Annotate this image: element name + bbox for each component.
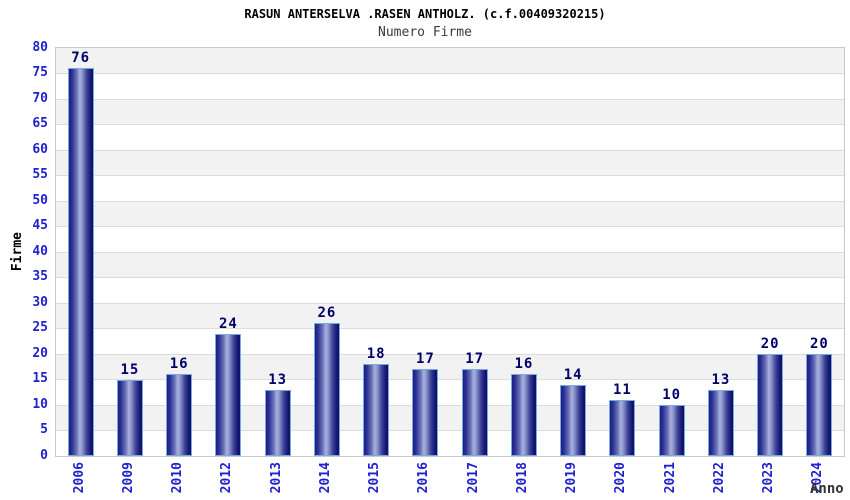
y-tick-label: 30 — [32, 294, 48, 310]
chart-title: RASUN ANTERSELVA .RASEN ANTHOLZ. (c.f.00… — [244, 7, 606, 21]
bar-2014 — [313, 323, 340, 456]
bar-2015 — [363, 364, 390, 456]
x-tick-label: 2016 — [416, 462, 432, 494]
bar-2016 — [412, 369, 439, 456]
x-tick-label: 2015 — [367, 462, 383, 494]
bar-value-label: 13 — [268, 371, 288, 388]
y-tick-label: 15 — [32, 371, 48, 386]
bar-2012 — [215, 333, 242, 456]
gridline — [56, 251, 844, 253]
x-tick-label: 2019 — [564, 462, 580, 494]
gridline — [56, 430, 844, 431]
x-tick-label: 2013 — [268, 462, 284, 494]
y-tick-label: 0 — [40, 447, 48, 463]
y-tick-label: 60 — [32, 141, 48, 157]
gridline — [56, 353, 844, 355]
bar-2010 — [166, 374, 193, 456]
gridline — [56, 226, 844, 227]
bar-value-label: 10 — [662, 387, 682, 403]
gridline — [56, 149, 844, 151]
gridline — [56, 124, 844, 125]
x-tick-label: 2017 — [465, 462, 481, 494]
y-tick-label: 50 — [32, 192, 48, 208]
bar-2017 — [461, 369, 488, 456]
bar-value-label: 16 — [514, 356, 534, 373]
y-tick-label: 70 — [32, 90, 48, 106]
x-tick-label: 2021 — [662, 462, 678, 494]
y-tick-label: 20 — [32, 345, 48, 361]
gridline — [56, 379, 844, 380]
bar-value-label: 76 — [71, 50, 91, 67]
y-tick-label: 35 — [32, 269, 48, 284]
y-tick-label: 75 — [32, 65, 48, 80]
bar-value-label: 17 — [465, 351, 485, 368]
x-tick-label: 2009 — [120, 462, 136, 494]
y-tick-label: 80 — [32, 39, 48, 55]
bar-2006 — [67, 68, 94, 456]
bar-value-label: 11 — [612, 381, 632, 398]
gridline — [56, 277, 844, 278]
bar-value-label: 16 — [169, 356, 189, 373]
y-tick-label: 55 — [32, 167, 48, 182]
bar-2020 — [609, 399, 636, 456]
x-tick-label: 2006 — [71, 462, 87, 494]
x-tick-label: 2012 — [219, 462, 235, 494]
x-tick-label: 2014 — [317, 462, 333, 494]
bar-2009 — [116, 379, 143, 456]
x-tick-label: 2018 — [514, 462, 530, 494]
bar-2018 — [510, 374, 537, 456]
bar-2024 — [806, 354, 833, 456]
y-tick-label: 45 — [32, 218, 48, 233]
bar-2013 — [264, 389, 291, 456]
x-tick-label: 2022 — [711, 462, 727, 494]
y-tick-label: 10 — [32, 396, 48, 412]
bar-value-label: 15 — [120, 361, 140, 378]
bar-2023 — [757, 354, 784, 456]
y-tick-label: 65 — [32, 116, 48, 131]
y-tick-label: 5 — [40, 422, 48, 437]
bar-2019 — [560, 384, 587, 456]
x-tick-label: 2023 — [761, 462, 777, 494]
y-tick-label: 40 — [32, 243, 48, 259]
bar-value-label: 24 — [218, 315, 238, 332]
gridline — [56, 73, 844, 74]
bar-value-label: 14 — [563, 366, 583, 383]
plot-area: 76 15 16 24 13 26 18 17 17 16 14 11 10 13 20 20 — [55, 47, 845, 457]
x-tick-label: 2020 — [613, 462, 629, 494]
gridline — [56, 175, 844, 176]
chart-subtitle: Numero Firme — [378, 25, 472, 40]
bar-value-label: 13 — [711, 371, 731, 388]
bar-value-label: 17 — [415, 351, 435, 368]
gridline — [56, 328, 844, 329]
gridline — [56, 302, 844, 304]
bar-value-label: 20 — [809, 336, 829, 352]
bar-value-label: 18 — [366, 346, 386, 363]
gridline — [56, 98, 844, 100]
bar-2022 — [707, 389, 734, 456]
x-axis-title: Anno — [810, 481, 844, 497]
x-tick-label: 2010 — [170, 462, 186, 494]
y-tick-label: 25 — [32, 320, 48, 335]
bar-2021 — [658, 405, 685, 456]
gridline — [56, 404, 844, 406]
bar-value-label: 20 — [760, 336, 780, 352]
bar-value-label: 26 — [317, 305, 337, 322]
gridline — [56, 200, 844, 202]
